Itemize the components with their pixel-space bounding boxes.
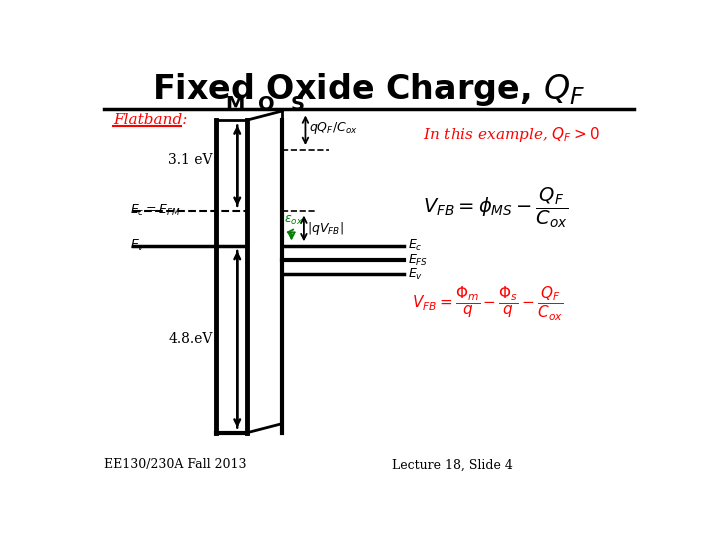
Text: $V_{FB} = \dfrac{\Phi_m}{q} - \dfrac{\Phi_s}{q} - \dfrac{Q_F}{C_{ox}}$: $V_{FB} = \dfrac{\Phi_m}{q} - \dfrac{\Ph…: [412, 285, 563, 322]
Text: $E_v$: $E_v$: [408, 267, 423, 282]
Text: M: M: [225, 95, 245, 114]
Text: O: O: [258, 95, 275, 114]
Text: $E_{FS}$: $E_{FS}$: [408, 253, 428, 268]
Text: EE130/230A Fall 2013: EE130/230A Fall 2013: [104, 458, 246, 471]
Text: $|qV_{FB}|$: $|qV_{FB}|$: [307, 220, 343, 237]
Text: Fixed Oxide Charge, $Q_F$: Fixed Oxide Charge, $Q_F$: [152, 71, 586, 108]
Text: $qQ_F / C_{ox}$: $qQ_F / C_{ox}$: [309, 120, 357, 136]
Text: Lecture 18, Slide 4: Lecture 18, Slide 4: [392, 458, 513, 471]
Text: In this example, $Q_F > 0$: In this example, $Q_F > 0$: [423, 125, 600, 144]
Text: 4.8.eV: 4.8.eV: [168, 332, 212, 346]
Text: S: S: [291, 95, 305, 114]
Text: $E_c$: $E_c$: [408, 238, 423, 253]
Text: $E_v$: $E_v$: [130, 238, 145, 253]
Text: $\varepsilon_{ox}$: $\varepsilon_{ox}$: [284, 214, 303, 227]
Text: $V_{FB} = \phi_{MS} - \dfrac{Q_F}{C_{ox}}$: $V_{FB} = \phi_{MS} - \dfrac{Q_F}{C_{ox}…: [423, 185, 569, 230]
Text: Flatband:: Flatband:: [113, 113, 188, 127]
Text: $E_c= E_{FM}$: $E_c= E_{FM}$: [130, 203, 181, 218]
Text: 3.1 eV: 3.1 eV: [168, 152, 212, 166]
